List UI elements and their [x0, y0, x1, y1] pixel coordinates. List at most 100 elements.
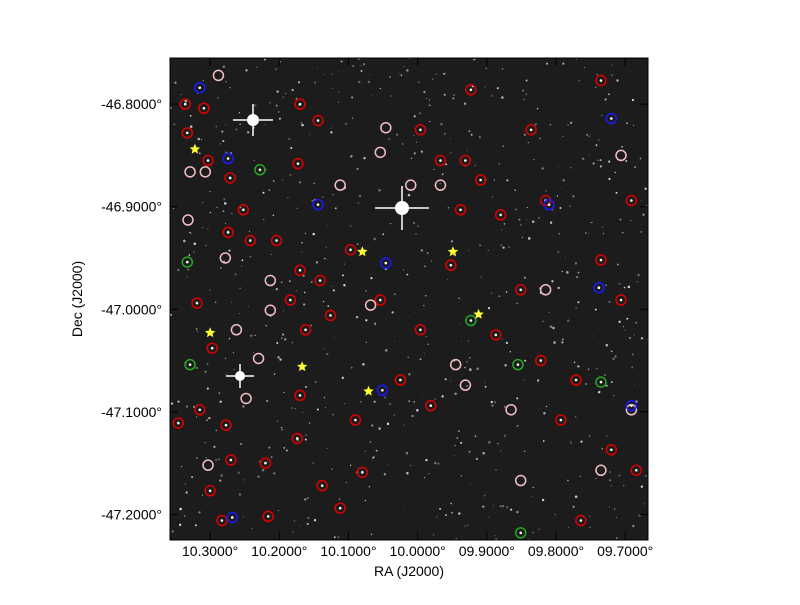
faint-star	[501, 505, 505, 508]
faint-star	[415, 233, 417, 235]
faint-star	[254, 334, 256, 337]
marker-ring	[262, 510, 274, 523]
faint-star	[531, 220, 535, 223]
faint-star	[382, 233, 385, 236]
source-marker	[615, 149, 627, 162]
faint-star	[197, 137, 201, 141]
faint-star	[207, 228, 209, 230]
faint-star	[574, 262, 578, 265]
marker-ring	[575, 514, 587, 527]
faint-star	[418, 81, 420, 83]
faint-star	[625, 160, 628, 162]
marker-dot	[188, 363, 192, 366]
faint-star	[644, 474, 647, 478]
faint-star	[355, 315, 359, 319]
faint-star	[214, 458, 218, 462]
marker-ring	[184, 166, 196, 178]
faint-star	[345, 481, 347, 483]
source-marker	[595, 464, 607, 477]
faint-star	[238, 112, 241, 114]
faint-star	[239, 123, 241, 125]
faint-star	[333, 337, 335, 339]
faint-star	[323, 74, 324, 75]
faint-star	[408, 373, 411, 376]
marker-ring	[212, 69, 225, 82]
y-tick-label: -47.1000°	[101, 404, 162, 420]
marker-ring	[226, 511, 239, 524]
faint-star	[186, 276, 188, 278]
faint-star	[483, 494, 486, 497]
source-marker	[445, 259, 457, 271]
faint-star	[230, 301, 232, 303]
faint-star	[576, 276, 579, 279]
faint-star	[484, 382, 486, 384]
marker-ring	[625, 194, 638, 207]
y-tick-label: -46.8000°	[101, 96, 162, 112]
faint-star	[183, 239, 186, 243]
faint-star	[545, 405, 548, 408]
faint-star	[601, 226, 604, 228]
faint-star	[519, 223, 522, 226]
marker-dot	[361, 471, 364, 474]
faint-star	[624, 329, 626, 331]
faint-star	[403, 66, 405, 68]
source-marker	[240, 392, 252, 405]
faint-star	[460, 475, 462, 477]
faint-star	[295, 289, 298, 292]
faint-star	[371, 457, 374, 460]
faint-star	[503, 405, 506, 408]
faint-star	[487, 249, 489, 251]
source-marker	[465, 84, 477, 96]
faint-star	[324, 257, 326, 260]
faint-star	[469, 368, 472, 371]
marker-ring	[349, 414, 362, 426]
marker-ring	[425, 399, 437, 412]
faint-star	[283, 447, 286, 449]
faint-star	[444, 514, 447, 517]
faint-star	[196, 330, 198, 332]
source-marker	[230, 324, 243, 336]
marker-dot	[378, 298, 382, 302]
marker-ring	[294, 98, 306, 110]
faint-star	[615, 516, 617, 518]
faint-star	[300, 122, 302, 124]
faint-star	[357, 202, 360, 204]
faint-star	[330, 131, 333, 134]
faint-star	[351, 117, 354, 119]
faint-star	[352, 65, 354, 67]
faint-star	[282, 179, 284, 181]
faint-star	[590, 222, 592, 224]
source-marker	[615, 294, 627, 306]
faint-star	[501, 338, 503, 340]
faint-star	[439, 182, 442, 185]
faint-star	[557, 166, 559, 168]
marker-dot	[464, 159, 467, 162]
faint-star	[451, 511, 453, 514]
faint-star	[469, 357, 471, 359]
marker-dot	[298, 102, 302, 106]
faint-star	[297, 81, 301, 84]
faint-star	[497, 443, 499, 445]
faint-star	[577, 271, 580, 274]
faint-star	[281, 337, 283, 339]
source-marker	[512, 358, 524, 371]
faint-star	[588, 154, 590, 156]
marker-ring	[204, 485, 216, 497]
marker-dot	[202, 106, 206, 110]
faint-star	[364, 499, 367, 502]
faint-star	[559, 206, 562, 209]
faint-star	[556, 195, 559, 197]
faint-star	[484, 86, 486, 88]
faint-star	[413, 134, 415, 137]
faint-star	[224, 202, 227, 205]
faint-star	[179, 507, 182, 511]
marker-ring	[535, 354, 547, 367]
marker-ring	[198, 102, 210, 115]
faint-star	[303, 303, 306, 306]
faint-star	[394, 341, 395, 342]
faint-star	[508, 246, 510, 248]
faint-star	[332, 194, 334, 196]
faint-star	[209, 289, 211, 291]
faint-star	[254, 104, 257, 107]
